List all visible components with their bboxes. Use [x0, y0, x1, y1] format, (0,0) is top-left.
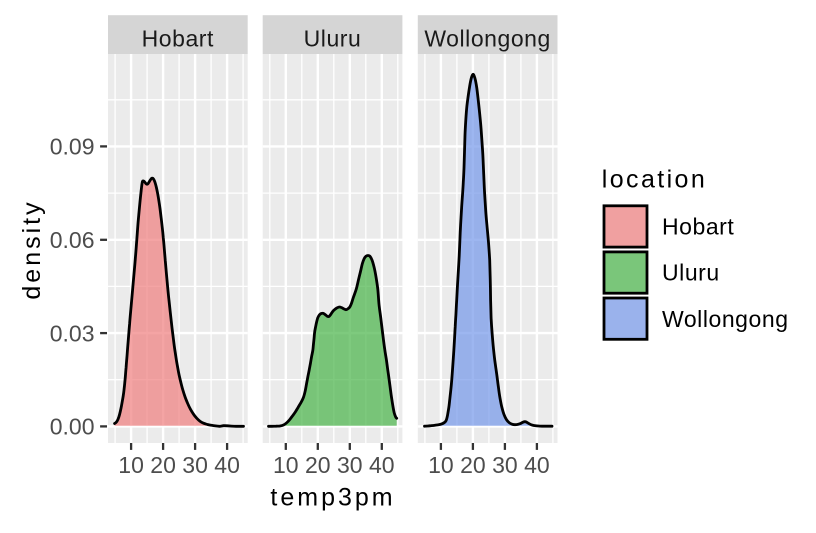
svg-text:30: 30 [492, 452, 518, 478]
svg-text:Wollongong: Wollongong [424, 26, 551, 52]
svg-text:Uluru: Uluru [304, 26, 362, 52]
svg-text:20: 20 [305, 452, 331, 478]
svg-text:10: 10 [273, 452, 299, 478]
svg-text:40: 40 [214, 452, 240, 478]
svg-text:Wollongong: Wollongong [662, 306, 789, 332]
svg-text:Hobart: Hobart [662, 214, 734, 240]
svg-text:temp3pm: temp3pm [270, 484, 395, 512]
svg-text:10: 10 [428, 452, 454, 478]
svg-text:0.00: 0.00 [50, 414, 95, 440]
svg-text:30: 30 [182, 452, 208, 478]
svg-text:density: density [18, 199, 46, 299]
svg-text:20: 20 [150, 452, 176, 478]
svg-text:0.06: 0.06 [50, 227, 95, 253]
svg-text:Uluru: Uluru [662, 260, 720, 286]
svg-text:0.03: 0.03 [50, 320, 95, 346]
svg-text:location: location [602, 166, 707, 194]
svg-text:40: 40 [524, 452, 550, 478]
svg-text:10: 10 [118, 452, 144, 478]
svg-text:20: 20 [460, 452, 486, 478]
svg-text:30: 30 [337, 452, 363, 478]
svg-text:0.09: 0.09 [50, 134, 95, 160]
svg-text:40: 40 [369, 452, 395, 478]
svg-text:Hobart: Hobart [142, 26, 214, 52]
